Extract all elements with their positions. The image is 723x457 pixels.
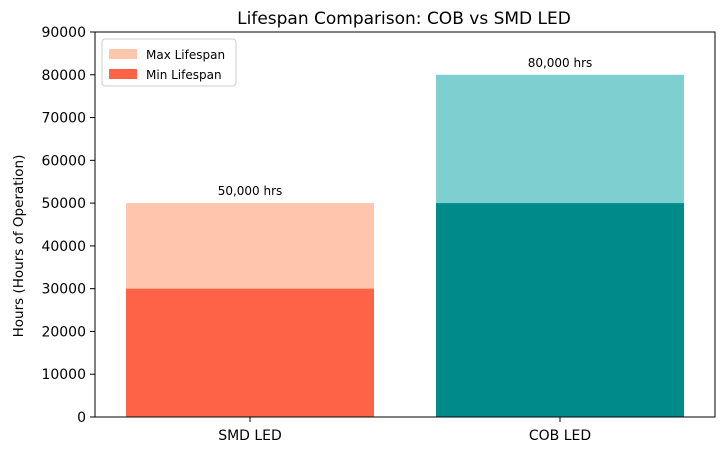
y-axis-label: Hours (Hours of Operation) bbox=[11, 155, 27, 338]
legend-swatch-min-lifespan bbox=[109, 69, 137, 79]
axes-layer: 0 10000 20000 30000 40000 50000 60000 70000 8000… bbox=[41, 25, 716, 444]
y-tick-label: 0 bbox=[77, 410, 86, 426]
x-tick-label: COB LED bbox=[529, 428, 591, 444]
legend-label-min-lifespan: Min Lifespan bbox=[146, 68, 222, 82]
y-tick-label: 70000 bbox=[41, 111, 86, 127]
bar-min-lifespan-smd-led bbox=[126, 288, 374, 417]
legend-swatch-max-lifespan bbox=[109, 49, 137, 59]
y-tick-label: 50000 bbox=[41, 196, 86, 212]
y-tick-label: 60000 bbox=[41, 153, 86, 169]
legend-label-max-lifespan: Max Lifespan bbox=[146, 48, 225, 62]
y-tick-label: 10000 bbox=[41, 367, 86, 383]
legend: Max Lifespan Min Lifespan bbox=[101, 38, 237, 87]
y-tick-label: 90000 bbox=[41, 25, 86, 41]
plot-frame bbox=[94, 31, 716, 418]
bars-layer bbox=[126, 74, 684, 418]
bar-min-lifespan-cob-led bbox=[436, 203, 684, 417]
y-tick-label: 80000 bbox=[41, 68, 86, 84]
y-tick-label: 40000 bbox=[41, 239, 86, 255]
data-label-smd-led: 50,000 hrs bbox=[218, 184, 283, 198]
data-label-cob-led: 80,000 hrs bbox=[528, 56, 593, 70]
chart-title: Lifespan Comparison: COB vs SMD LED bbox=[237, 9, 571, 29]
y-tick-label: 20000 bbox=[41, 324, 86, 340]
x-tick-label: SMD LED bbox=[218, 428, 282, 444]
labels-layer: 50,000 hrs 80,000 hrs bbox=[218, 56, 593, 198]
y-tick-label: 30000 bbox=[41, 282, 86, 298]
